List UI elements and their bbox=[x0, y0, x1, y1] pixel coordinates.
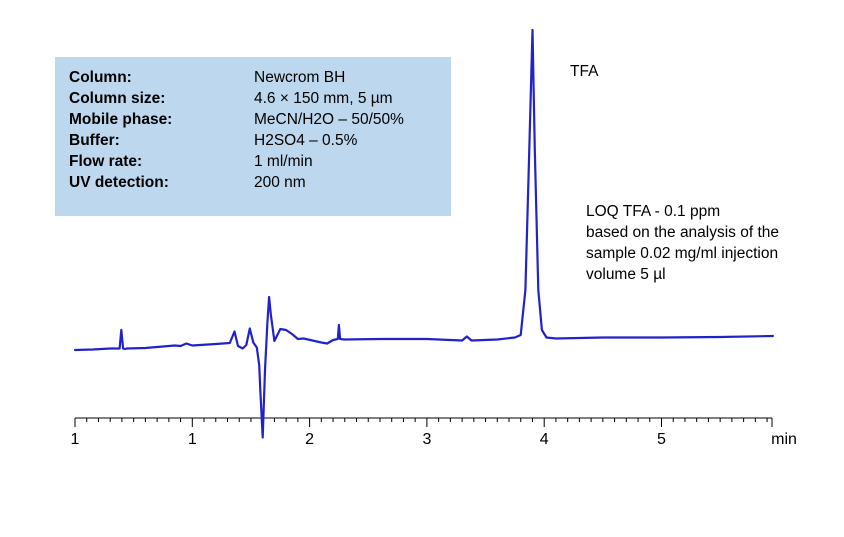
x-tick-label: 4 bbox=[540, 431, 549, 448]
info-row-mobile-phase: Mobile phase: MeCN/H2O – 50/50% bbox=[69, 109, 451, 130]
loq-note: LOQ TFA - 0.1 ppm based on the analysis … bbox=[586, 201, 779, 285]
info-label: Column size: bbox=[69, 90, 166, 107]
loq-note-line: based on the analysis of the bbox=[586, 224, 780, 241]
chromatogram-trace bbox=[73, 28, 774, 439]
info-row-flow-rate: Flow rate: 1 ml/min bbox=[69, 151, 451, 172]
info-row-column-size: Column size: 4.6 × 150 mm, 5 µm bbox=[69, 88, 451, 109]
info-row-buffer: Buffer: H2SO4 – 0.5% bbox=[69, 130, 451, 151]
x-tick-label: 1 bbox=[188, 431, 197, 448]
method-conditions-box: Column: Newcrom BH Column size: 4.6 × 15… bbox=[55, 57, 451, 216]
info-value: 1 ml/min bbox=[254, 153, 313, 170]
info-label: Flow rate: bbox=[69, 153, 143, 170]
info-label: UV detection: bbox=[69, 174, 169, 191]
x-tick-label: 2 bbox=[305, 431, 314, 448]
info-value: 4.6 × 150 mm, 5 µm bbox=[254, 90, 393, 107]
info-row-uv-detection: UV detection: 200 nm bbox=[69, 172, 451, 193]
x-axis: 1 1 2 3 4 5 min bbox=[71, 417, 797, 448]
info-value: Newcrom BH bbox=[254, 69, 346, 86]
x-tick-label: 5 bbox=[657, 431, 666, 448]
trace-layer bbox=[73, 28, 774, 439]
info-label: Buffer: bbox=[69, 132, 120, 149]
x-unit-label: min bbox=[771, 431, 797, 448]
loq-note-line: volume 5 µl bbox=[586, 266, 666, 283]
info-label: Mobile phase: bbox=[69, 111, 173, 128]
peak-label-tfa: TFA bbox=[570, 63, 599, 80]
info-label: Column: bbox=[69, 69, 132, 86]
loq-note-line: LOQ TFA - 0.1 ppm bbox=[586, 203, 721, 220]
loq-note-line: sample 0.02 mg/ml injection bbox=[586, 245, 779, 262]
info-value: H2SO4 – 0.5% bbox=[254, 132, 358, 149]
info-row-column: Column: Newcrom BH bbox=[69, 67, 451, 88]
x-tick-label: 3 bbox=[422, 431, 431, 448]
info-value: MeCN/H2O – 50/50% bbox=[254, 111, 404, 128]
info-value: 200 nm bbox=[254, 174, 306, 191]
x-tick-label: 1 bbox=[71, 431, 80, 448]
